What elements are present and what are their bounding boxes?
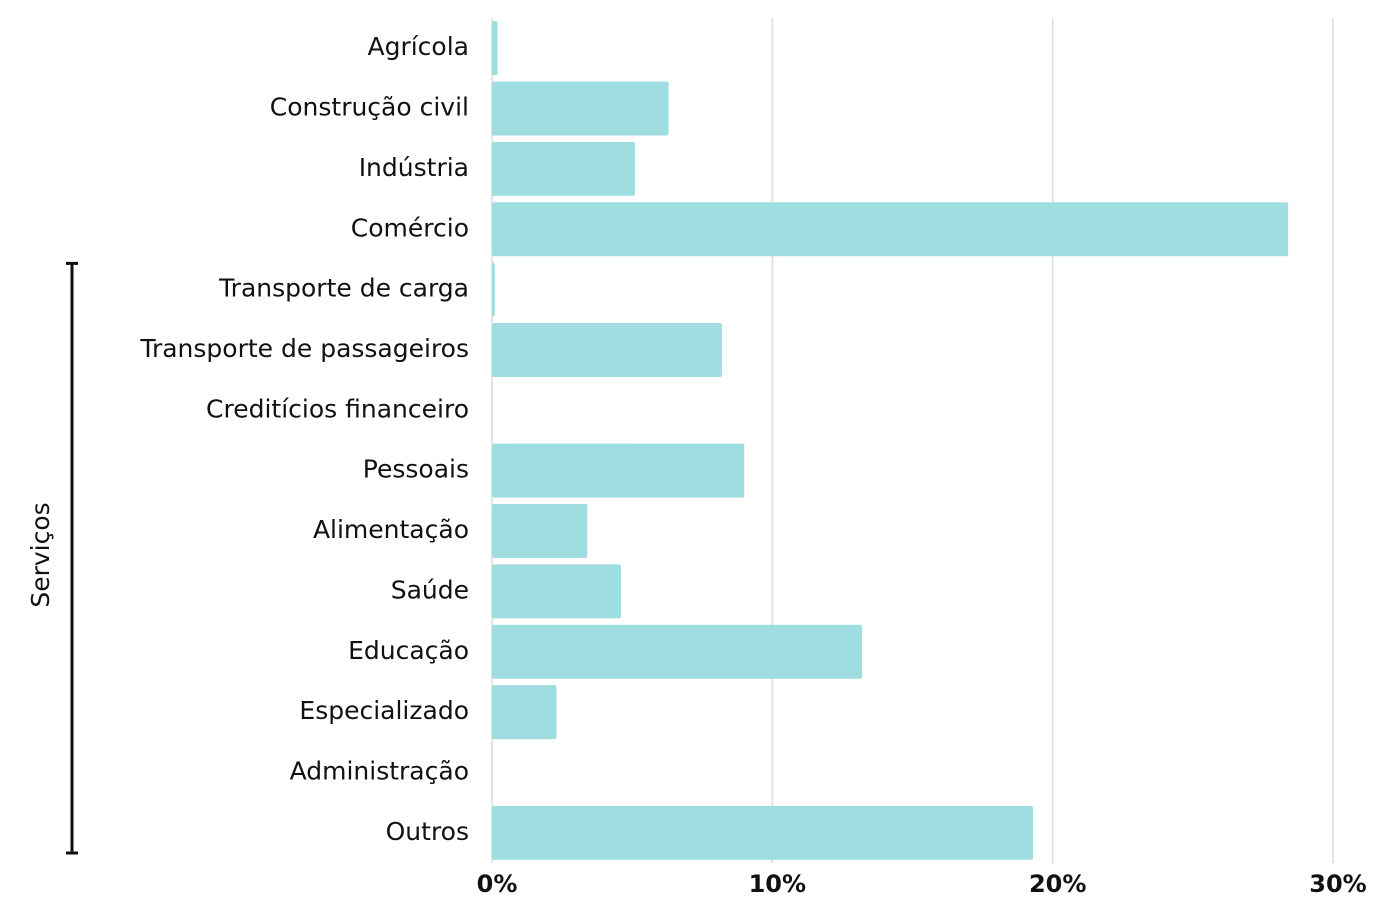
- bar: [492, 685, 557, 740]
- y-tick-label: Outros: [386, 817, 469, 846]
- x-tick-label: 0%: [477, 870, 518, 898]
- y-tick-label: Pessoais: [363, 455, 469, 484]
- y-tick-label: Educação: [348, 636, 469, 665]
- bar: [492, 141, 635, 196]
- bar: [492, 81, 669, 136]
- y-tick-label: Creditícios financeiro: [206, 394, 469, 423]
- bar: [492, 21, 498, 76]
- y-tick-label: Especializado: [299, 696, 469, 725]
- x-tick-label: 20%: [1029, 870, 1086, 898]
- bar: [492, 564, 621, 619]
- bar: [492, 202, 1289, 257]
- group-bracket: [66, 261, 78, 855]
- bar: [492, 504, 588, 559]
- y-tick-label: Transporte de passageiros: [139, 334, 469, 363]
- y-tick-label: Agrícola: [367, 32, 469, 61]
- x-tick-label: 30%: [1309, 870, 1366, 898]
- y-tick-label: Alimentação: [313, 515, 469, 544]
- bar: [492, 262, 495, 317]
- group-label: Serviços: [26, 502, 55, 607]
- bar: [492, 805, 1034, 860]
- y-tick-label: Saúde: [391, 575, 469, 604]
- x-tick-label: 10%: [749, 870, 806, 898]
- y-tick-label: Administração: [290, 756, 469, 785]
- y-tick-label: Indústria: [359, 153, 469, 182]
- y-tick-label: Comércio: [351, 213, 469, 242]
- bar: [492, 443, 745, 498]
- y-tick-label: Transporte de carga: [218, 274, 469, 303]
- y-tick-label: Construção civil: [270, 93, 469, 122]
- bar: [492, 624, 863, 679]
- bar: [492, 322, 722, 377]
